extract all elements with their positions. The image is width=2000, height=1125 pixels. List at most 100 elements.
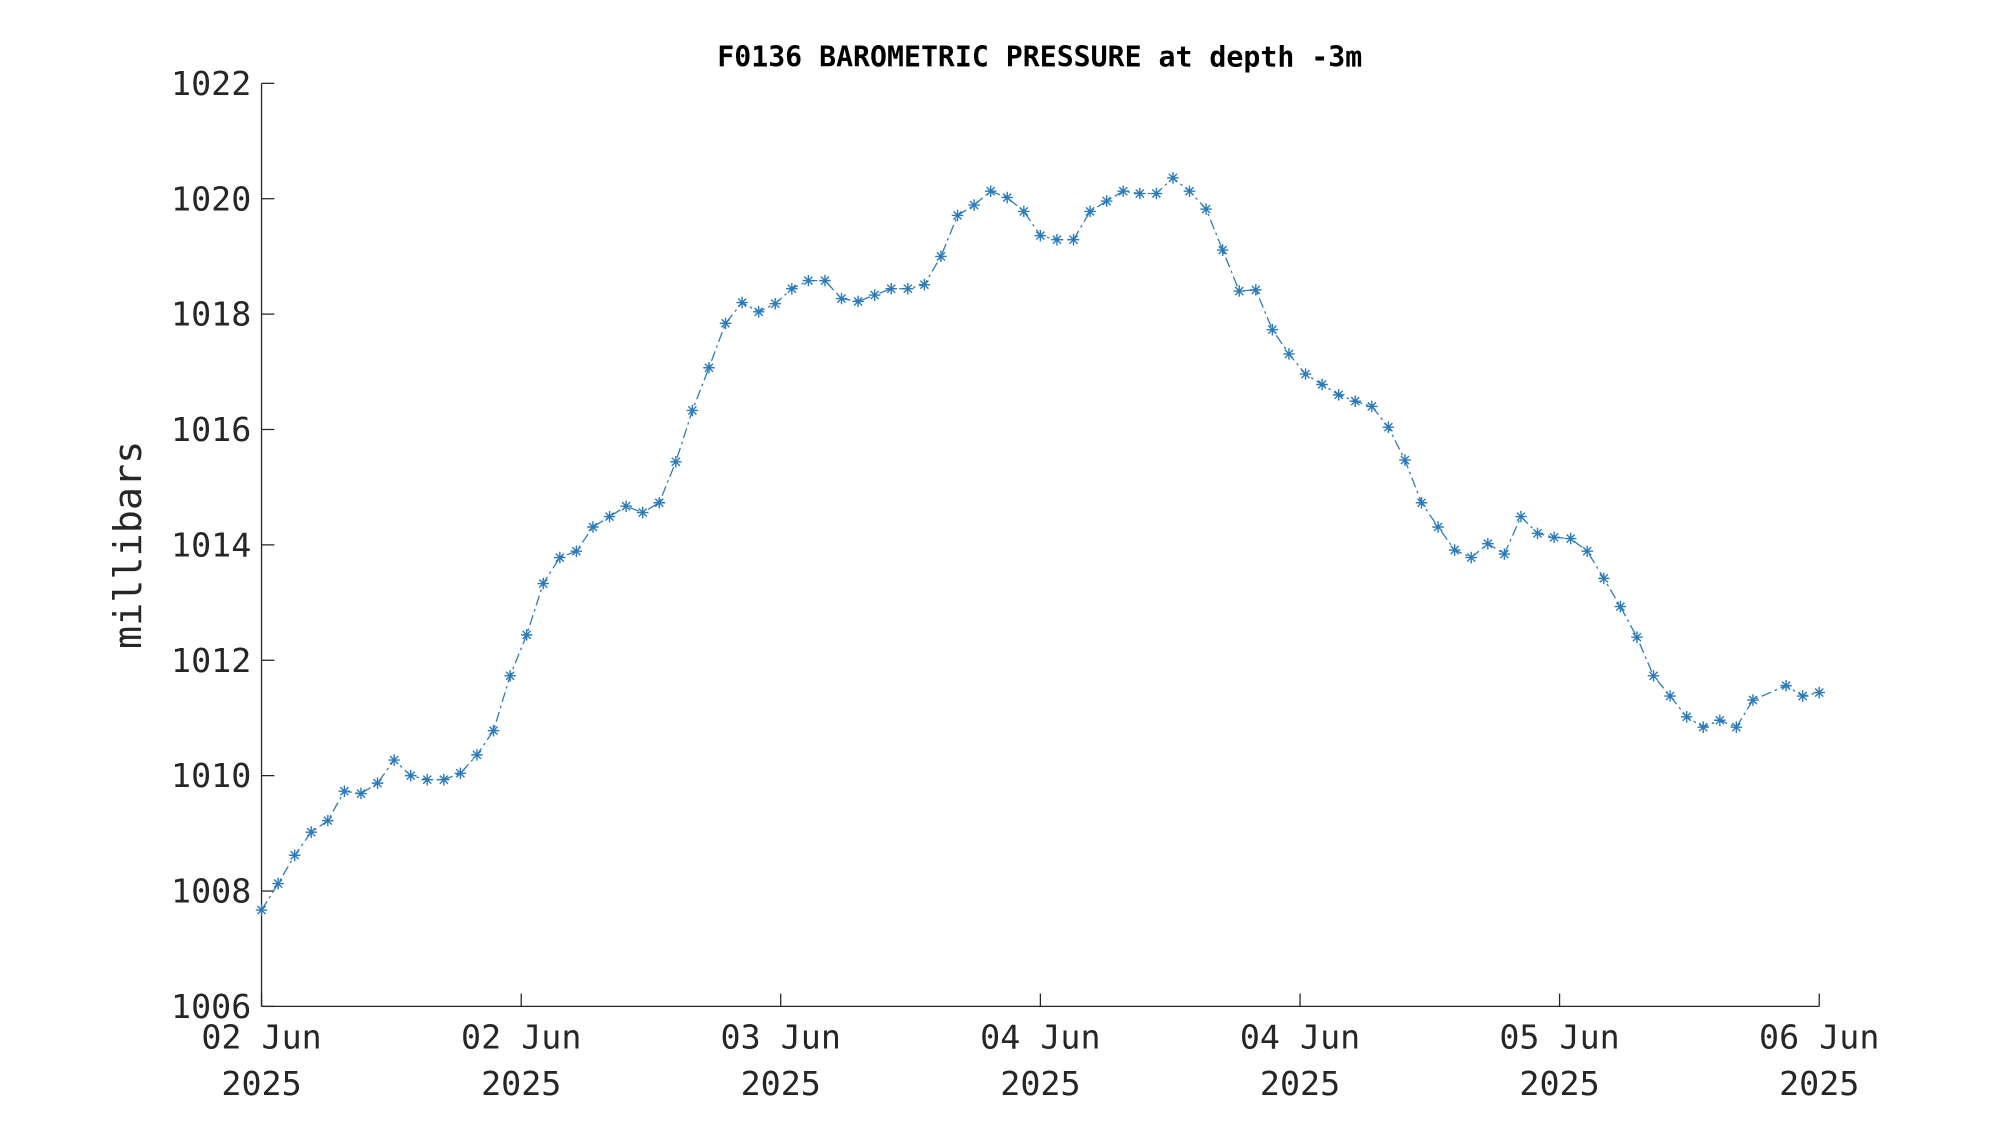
- marker: [554, 551, 566, 564]
- marker: [1598, 572, 1610, 585]
- y-tick-label: 1010: [171, 756, 251, 795]
- marker: [1531, 527, 1544, 540]
- y-tick-label: 1016: [171, 410, 251, 449]
- marker: [1465, 551, 1477, 564]
- y-tick-label: 1018: [171, 295, 251, 334]
- marker: [305, 826, 318, 838]
- marker: [703, 361, 715, 374]
- marker: [918, 278, 931, 291]
- marker: [1747, 694, 1759, 706]
- marker: [984, 185, 997, 197]
- marker: [1167, 172, 1179, 184]
- marker: [570, 545, 583, 557]
- marker: [1399, 454, 1411, 466]
- marker: [371, 777, 384, 789]
- marker: [1266, 323, 1279, 336]
- marker: [1647, 670, 1660, 682]
- marker: [686, 404, 699, 417]
- y-tick-label: 1006: [171, 987, 251, 1026]
- marker: [1498, 548, 1511, 560]
- marker: [835, 292, 848, 305]
- x-tick-label: 02 Jun 2025: [461, 1018, 581, 1103]
- marker: [520, 629, 533, 641]
- marker: [404, 769, 417, 782]
- marker: [1051, 233, 1063, 246]
- marker: [1680, 711, 1693, 723]
- series-line: [260, 177, 1820, 911]
- marker: [388, 754, 400, 766]
- marker: [272, 877, 284, 890]
- marker: [935, 250, 947, 263]
- marker: [487, 724, 500, 737]
- marker: [1515, 510, 1527, 523]
- marker: [1448, 544, 1461, 556]
- marker: [1697, 721, 1710, 733]
- marker: [902, 282, 914, 295]
- x-tick-label: 02 Jun 2025: [201, 1018, 321, 1103]
- marker: [1067, 233, 1080, 246]
- marker: [786, 282, 798, 295]
- marker: [1564, 532, 1577, 545]
- marker: [537, 577, 550, 590]
- marker: [636, 506, 649, 519]
- marker: [736, 296, 748, 309]
- marker: [1581, 545, 1593, 557]
- x-tick-label: 03 Jun 2025: [721, 1018, 841, 1103]
- marker: [1200, 203, 1212, 215]
- marker: [1714, 714, 1726, 727]
- x-tick-label: 05 Jun 2025: [1499, 1018, 1619, 1103]
- marker: [1631, 631, 1643, 643]
- marker: [1432, 521, 1444, 533]
- marker: [819, 274, 831, 287]
- marker: [288, 849, 301, 862]
- marker: [1150, 187, 1163, 200]
- y-tick-label: 1022: [171, 64, 251, 103]
- marker: [1366, 400, 1378, 413]
- marker: [719, 317, 732, 330]
- marker: [603, 510, 616, 523]
- marker: [1250, 284, 1262, 296]
- marker: [1548, 531, 1560, 544]
- marker: [1332, 389, 1345, 401]
- marker: [1216, 244, 1229, 256]
- marker: [1415, 496, 1428, 509]
- marker: [1382, 421, 1395, 433]
- marker: [1134, 187, 1146, 200]
- marker: [852, 295, 864, 308]
- marker: [951, 209, 964, 222]
- marker: [1316, 378, 1328, 391]
- x-tick-label: 04 Jun 2025: [980, 1018, 1100, 1103]
- y-axis-label: millibars: [106, 441, 151, 649]
- marker: [1183, 185, 1196, 197]
- marker: [752, 306, 765, 318]
- y-tick-label: 1014: [171, 525, 251, 564]
- marker: [1001, 191, 1014, 204]
- marker: [1614, 600, 1627, 613]
- y-tick-label: 1008: [171, 872, 251, 911]
- marker: [471, 749, 483, 761]
- chart-title: F0136 BAROMETRIC PRESSURE at depth -3m: [717, 41, 1362, 74]
- marker: [587, 521, 599, 533]
- marker: [802, 274, 815, 287]
- marker: [1018, 205, 1030, 218]
- marker: [885, 282, 898, 295]
- marker: [322, 814, 334, 827]
- y-tick-label: 1012: [171, 641, 251, 680]
- marker: [355, 787, 367, 800]
- marker: [1100, 195, 1113, 207]
- marker: [620, 500, 632, 512]
- marker: [1796, 690, 1809, 702]
- marker: [1664, 690, 1676, 702]
- marker: [670, 456, 682, 468]
- marker: [255, 904, 268, 916]
- marker: [1813, 686, 1826, 699]
- marker: [421, 773, 434, 786]
- marker: [1233, 285, 1246, 297]
- marker: [868, 289, 881, 301]
- marker: [1283, 348, 1295, 360]
- marker: [504, 670, 516, 682]
- marker: [1730, 721, 1743, 733]
- y-tick-label: 1020: [171, 179, 251, 218]
